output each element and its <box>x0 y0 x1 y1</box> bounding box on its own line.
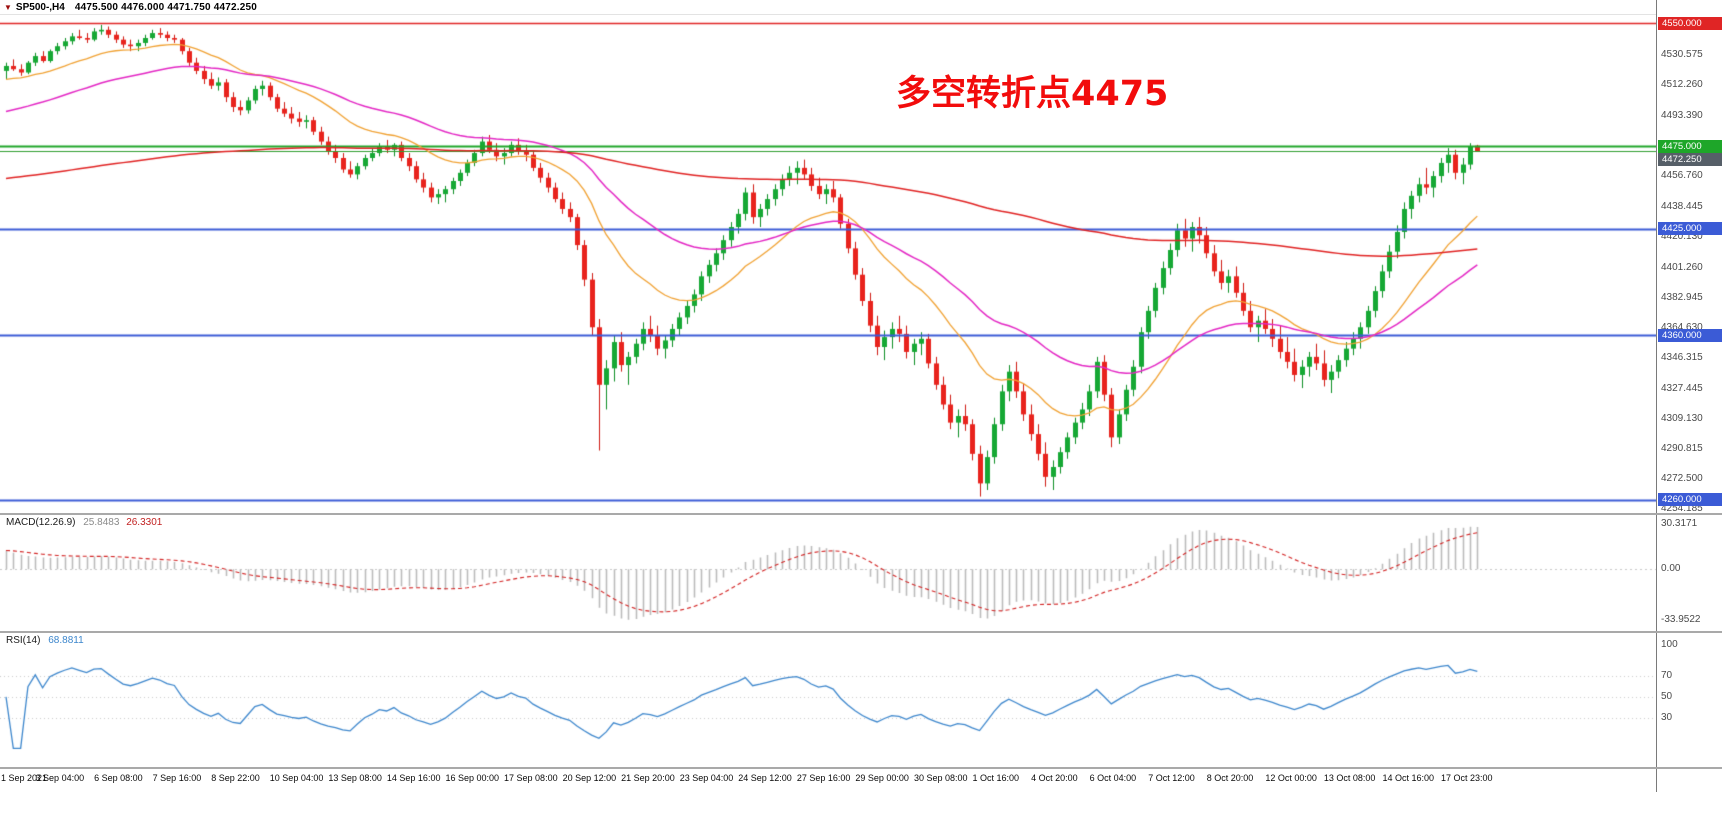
price-axis-tick: 4401.260 <box>1661 261 1703 273</box>
macd-panel: MACD(12.26.9) 25.8483 26.3301 <box>0 515 1656 631</box>
price-axis-tick: 4530.575 <box>1661 49 1703 61</box>
time-axis[interactable]: 1 Sep 2021 3 Sep 04:00 6 Sep 08:00 7 Sep 16… <box>0 769 1656 795</box>
time-axis-label: 7 Sep 16:00 <box>152 773 202 783</box>
time-axis-label: 14 Oct 16:00 <box>1382 773 1434 783</box>
time-axis-label: 10 Sep 04:00 <box>269 773 324 783</box>
chart-header: ▼ SP500-,H4 4475.500 4476.000 4471.750 4… <box>0 0 1722 15</box>
panel-separator[interactable] <box>0 513 1722 515</box>
time-axis-label: 4 Oct 20:00 <box>1031 773 1078 783</box>
price-axis-tick: 4512.260 <box>1661 79 1703 91</box>
ohlc-values: 4475.500 4476.000 4471.750 4472.250 <box>74 1 258 13</box>
time-axis-label: 27 Sep 16:00 <box>796 773 851 783</box>
symbol-timeframe-label: SP500-,H4 <box>15 1 65 13</box>
rsi-name: RSI(14) <box>6 635 41 646</box>
price-line-tag: 4260.000 <box>1658 493 1722 507</box>
time-axis-label: 24 Sep 12:00 <box>738 773 792 783</box>
time-axis-label: 16 Sep 00:00 <box>445 773 500 783</box>
current-price-tag: 4472.250 <box>1658 152 1722 166</box>
time-axis-label: 17 Oct 23:00 <box>1441 773 1493 783</box>
rsi-axis-tick: 100 <box>1661 639 1678 651</box>
time-axis-label: 1 Oct 16:00 <box>972 773 1020 783</box>
time-axis-label: 6 Oct 04:00 <box>1089 773 1137 783</box>
time-axis-label: 13 Sep 08:00 <box>328 773 382 783</box>
main-chart-panel: 多空转折点4475 <box>0 15 1656 513</box>
time-axis-label: 30 Sep 08:00 <box>913 773 968 783</box>
rsi-axis-tick: 50 <box>1661 690 1673 702</box>
rsi-canvas[interactable] <box>0 633 1656 767</box>
macd-axis-tick: 30.3171 <box>1661 517 1698 529</box>
price-axis-tick: 4327.445 <box>1661 383 1703 394</box>
price-axis[interactable]: 4530.575 4512.260 4493.390 4456.760 4438.445… <box>1656 0 1722 792</box>
time-axis-label: 7 Oct 12:00 <box>1148 773 1195 783</box>
time-axis-label: 29 Sep 00:00 <box>855 773 909 783</box>
price-axis-tick: 4493.390 <box>1661 110 1703 122</box>
price-axis-tick: 4420.130 <box>1661 230 1703 242</box>
time-axis-label: 1 Sep 2021 <box>1 773 48 783</box>
price-axis-tick: 4382.945 <box>1661 291 1703 303</box>
macd-axis-tick: -33.9522 <box>1661 614 1701 626</box>
time-axis-label: 13 Oct 08:00 <box>1323 773 1376 783</box>
annotation-text[interactable]: 多空转折点4475 <box>896 74 1169 114</box>
macd-main-value: 25.8483 <box>83 517 120 528</box>
panel-separator[interactable] <box>0 631 1722 633</box>
macd-axis-tick: 0.00 <box>1661 563 1681 575</box>
price-axis-tick: 4309.130 <box>1661 413 1703 425</box>
rsi-axis-tick: 30 <box>1661 711 1673 723</box>
macd-signal-value: 26.3301 <box>126 517 163 528</box>
time-axis-label: 8 Oct 20:00 <box>1206 773 1254 783</box>
rsi-axis-tick: 70 <box>1661 670 1673 682</box>
macd-canvas[interactable] <box>0 515 1656 631</box>
candlestick-chart-canvas[interactable] <box>0 15 1656 513</box>
rsi-panel: RSI(14) 68.8811 <box>0 633 1656 767</box>
price-axis-tick: 4272.500 <box>1661 473 1703 485</box>
price-axis-tick: 4346.315 <box>1661 351 1703 363</box>
rsi-value: 68.8811 <box>48 635 84 646</box>
price-axis-tick: 4254.185 <box>1661 503 1703 515</box>
time-axis-label: 17 Sep 08:00 <box>504 773 558 783</box>
time-axis-label: 6 Sep 08:00 <box>94 773 143 783</box>
panel-separator[interactable] <box>0 767 1722 769</box>
macd-indicator-label: MACD(12.26.9) 25.8483 26.3301 <box>6 517 162 528</box>
price-axis-tick: 4438.445 <box>1661 200 1703 212</box>
time-axis-label: 12 Oct 00:00 <box>1265 773 1317 783</box>
price-axis-tick: 4364.630 <box>1661 321 1703 333</box>
price-line-tag: 4475.000 <box>1658 139 1722 153</box>
macd-name: MACD(12.26.9) <box>6 517 76 528</box>
time-axis-label: 21 Sep 20:00 <box>621 773 675 783</box>
price-axis-tick: 4456.760 <box>1661 170 1703 182</box>
chart-symbol-icon: ▼ <box>4 2 12 12</box>
time-axis-label: 3 Sep 04:00 <box>35 773 85 783</box>
time-axis-label: 8 Sep 22:00 <box>211 773 260 783</box>
time-axis-label: 14 Sep 16:00 <box>386 773 441 783</box>
price-axis-tick: 4290.815 <box>1661 443 1703 455</box>
price-line-tag: 4360.000 <box>1658 328 1722 342</box>
rsi-indicator-label: RSI(14) 68.8811 <box>6 635 84 646</box>
time-axis-label: 20 Sep 12:00 <box>562 773 617 783</box>
price-line-tag: 4425.000 <box>1658 222 1722 236</box>
price-line-tag: 4550.000 <box>1658 16 1722 30</box>
time-axis-label: 23 Sep 04:00 <box>679 773 734 783</box>
